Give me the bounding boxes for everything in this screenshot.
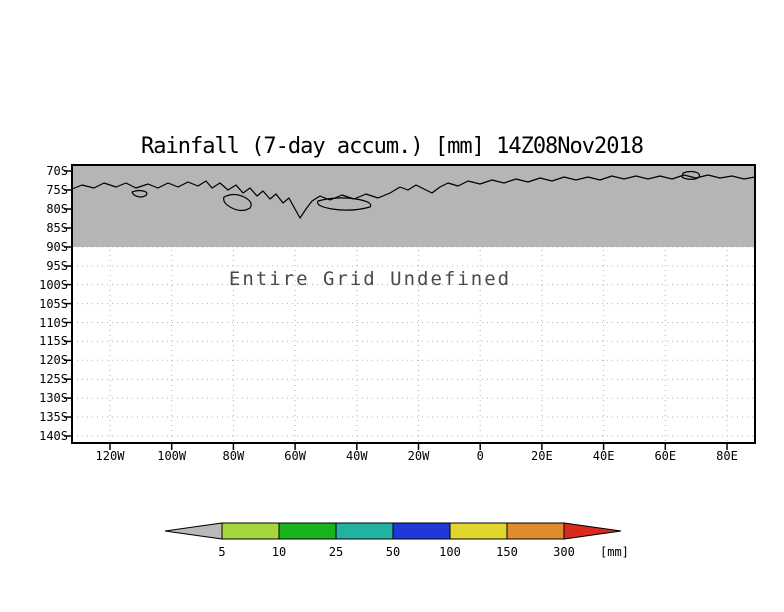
y-tick-label: 85S bbox=[46, 221, 68, 235]
colorbar-segment bbox=[221, 522, 280, 540]
y-tick-label: 105S bbox=[39, 296, 68, 311]
y-tick-label: 70S bbox=[46, 164, 68, 178]
x-tick-label: 100W bbox=[157, 449, 187, 463]
x-tick-label: 40W bbox=[345, 449, 368, 463]
undefined-grid-label: Entire Grid Undefined bbox=[228, 268, 512, 290]
x-tick-label: 60E bbox=[654, 449, 677, 463]
coastline-island-small-right bbox=[681, 170, 701, 180]
y-tick-label: 90S bbox=[46, 240, 68, 254]
colorbar-segment bbox=[449, 522, 508, 540]
x-tick-label: 40E bbox=[592, 449, 615, 463]
axis-tick-marks bbox=[64, 170, 728, 450]
y-tick-label: 125S bbox=[39, 372, 68, 387]
coastline-main bbox=[71, 174, 756, 219]
y-tick-label: 100S bbox=[39, 277, 68, 292]
coastline-island-small-left bbox=[131, 189, 148, 198]
y-tick-label: 140S bbox=[39, 429, 68, 443]
colorbar-level-label: 100 bbox=[439, 545, 461, 559]
coastline-island-peninsula bbox=[223, 193, 252, 212]
y-tick-label: 120S bbox=[39, 353, 68, 368]
colorbar-level-label: 150 bbox=[496, 545, 518, 559]
colorbar-segment bbox=[392, 522, 451, 540]
y-tick-label: 110S bbox=[39, 315, 68, 330]
colorbar-segment bbox=[335, 522, 394, 540]
colorbar-level-label: 10 bbox=[271, 545, 287, 559]
colorbar-level-label: 25 bbox=[328, 545, 344, 559]
x-tick-label: 120W bbox=[95, 449, 125, 463]
gray-mask-band bbox=[72, 165, 755, 247]
y-tick-label: 115S bbox=[39, 334, 68, 349]
colorbar-right-arrow bbox=[563, 522, 622, 540]
colorbar-unit-label: [mm] bbox=[600, 545, 629, 559]
y-tick-label: 130S bbox=[39, 391, 68, 406]
colorbar-level-label: 5 bbox=[218, 545, 226, 559]
x-tick-label: 80W bbox=[222, 449, 245, 463]
colorbar-segment bbox=[506, 522, 565, 540]
x-tick-label: 80E bbox=[716, 449, 738, 463]
coastline-ice-shelf bbox=[316, 197, 372, 211]
colorbar-level-label: 300 bbox=[553, 545, 575, 559]
y-tick-label: 95S bbox=[46, 259, 68, 273]
colorbar-left-arrow bbox=[164, 522, 223, 540]
x-tick-label: 20E bbox=[531, 449, 553, 463]
x-tick-label: 60W bbox=[284, 449, 306, 463]
colorbar-segment bbox=[278, 522, 337, 540]
y-tick-label: 135S bbox=[39, 410, 68, 424]
x-tick-label: 0 bbox=[476, 449, 484, 463]
y-tick-label: 75S bbox=[46, 183, 68, 197]
colorbar-level-label: 50 bbox=[385, 545, 401, 559]
coastline-contours bbox=[71, 170, 756, 219]
chart-title: Rainfall (7-day accum.) [mm] 14Z08Nov201… bbox=[140, 134, 644, 159]
y-tick-label: 80S bbox=[46, 202, 68, 216]
x-tick-label: 20W bbox=[407, 449, 430, 463]
